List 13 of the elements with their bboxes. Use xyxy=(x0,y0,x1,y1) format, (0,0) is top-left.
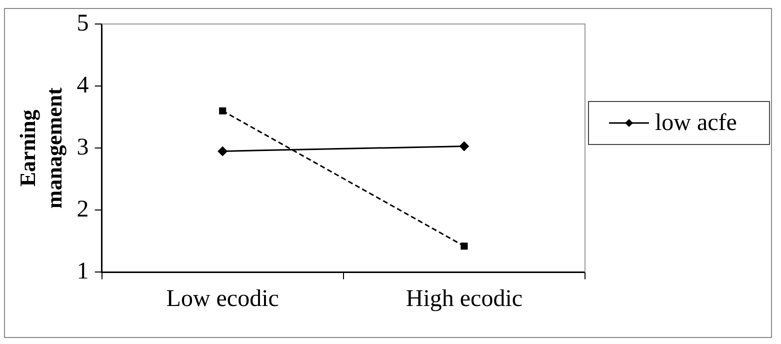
y-axis-title: Earning management xyxy=(14,86,66,209)
y-tick-label: 1 xyxy=(76,258,89,284)
y-tick-label: 2 xyxy=(76,196,89,222)
point xyxy=(219,107,226,114)
x-tick-label: High ecodic xyxy=(406,286,523,312)
y-tick-label: 4 xyxy=(76,72,89,98)
point xyxy=(459,141,470,152)
point xyxy=(460,242,468,250)
y-tick-label: 5 xyxy=(76,10,89,36)
point xyxy=(218,146,228,156)
y-tick-label: 3 xyxy=(76,134,89,160)
legend-label: low acfe xyxy=(655,110,737,136)
x-tick-label: Low ecodic xyxy=(166,286,279,312)
